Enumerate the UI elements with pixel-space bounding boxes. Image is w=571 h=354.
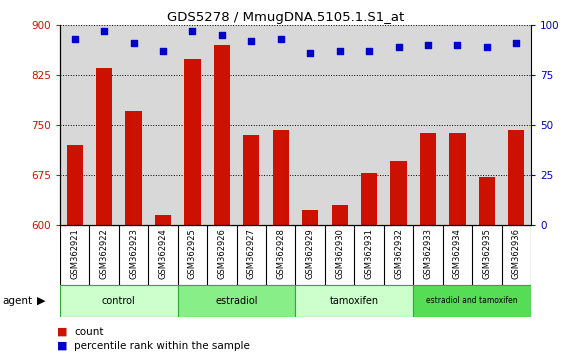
Point <box>394 44 403 50</box>
Point <box>188 28 197 34</box>
Bar <box>67 145 83 225</box>
Text: control: control <box>102 296 136 306</box>
Text: ■: ■ <box>57 327 67 337</box>
Text: GSM362932: GSM362932 <box>394 228 403 279</box>
Text: ▶: ▶ <box>37 296 46 306</box>
Point <box>482 44 492 50</box>
Bar <box>96 68 112 225</box>
Bar <box>361 173 377 225</box>
Text: tamoxifen: tamoxifen <box>330 296 379 306</box>
Point <box>335 48 344 53</box>
Text: GSM362921: GSM362921 <box>70 228 79 279</box>
Text: estradiol: estradiol <box>215 296 258 306</box>
Text: GSM362926: GSM362926 <box>218 228 226 279</box>
Text: GDS5278 / MmugDNA.5105.1.S1_at: GDS5278 / MmugDNA.5105.1.S1_at <box>167 11 404 24</box>
Point <box>276 36 286 42</box>
Bar <box>508 130 524 225</box>
Point <box>424 42 433 48</box>
Bar <box>296 285 413 317</box>
Text: GSM362925: GSM362925 <box>188 228 197 279</box>
Bar <box>178 285 296 317</box>
Text: GSM362931: GSM362931 <box>365 228 373 279</box>
Point <box>218 32 227 38</box>
Bar <box>184 59 200 225</box>
Bar <box>243 135 259 225</box>
Bar <box>478 177 495 225</box>
Text: GSM362922: GSM362922 <box>99 228 108 279</box>
Text: GSM362927: GSM362927 <box>247 228 256 279</box>
Point <box>453 42 462 48</box>
Point <box>99 28 108 34</box>
Point <box>129 40 138 46</box>
Text: GSM362929: GSM362929 <box>305 228 315 279</box>
Point <box>512 40 521 46</box>
Text: GSM362935: GSM362935 <box>482 228 492 279</box>
Bar <box>155 215 171 225</box>
Text: GSM362924: GSM362924 <box>159 228 167 279</box>
Bar <box>332 205 348 225</box>
Bar <box>391 161 407 225</box>
Text: agent: agent <box>3 296 33 306</box>
Bar <box>420 133 436 225</box>
Point <box>305 50 315 56</box>
Point <box>247 38 256 44</box>
Point <box>158 48 167 53</box>
Text: GSM362936: GSM362936 <box>512 228 521 279</box>
Point <box>364 48 373 53</box>
Bar <box>126 112 142 225</box>
Text: GSM362934: GSM362934 <box>453 228 462 279</box>
Bar <box>449 133 465 225</box>
Bar <box>214 45 230 225</box>
Text: GSM362933: GSM362933 <box>424 228 432 279</box>
Text: GSM362928: GSM362928 <box>276 228 286 279</box>
Text: GSM362923: GSM362923 <box>129 228 138 279</box>
Bar <box>273 130 289 225</box>
Bar <box>60 285 178 317</box>
Point <box>70 36 79 42</box>
Text: ■: ■ <box>57 341 67 350</box>
Text: estradiol and tamoxifen: estradiol and tamoxifen <box>427 296 518 306</box>
Text: percentile rank within the sample: percentile rank within the sample <box>74 341 250 350</box>
Text: count: count <box>74 327 104 337</box>
Bar <box>302 210 318 225</box>
Text: GSM362930: GSM362930 <box>335 228 344 279</box>
Bar <box>413 285 531 317</box>
